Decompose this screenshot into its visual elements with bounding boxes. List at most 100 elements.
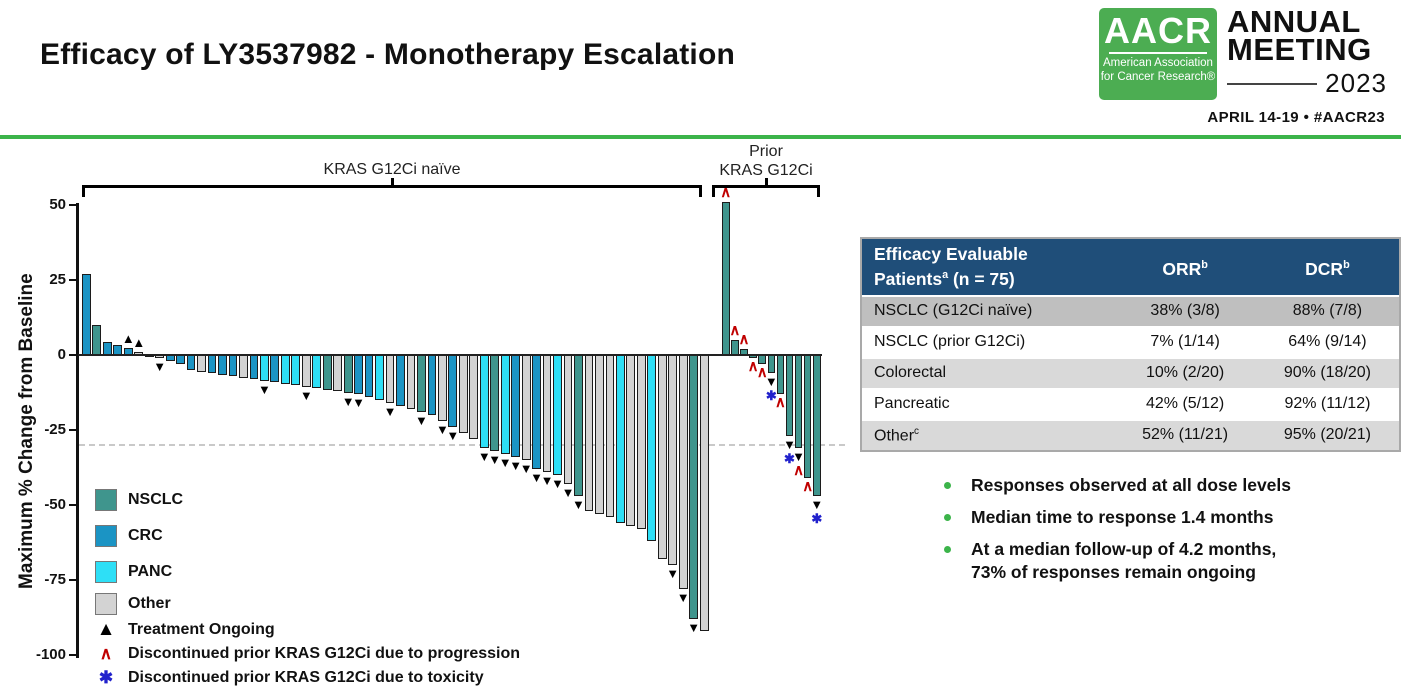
y-tick-label: -100: [35, 646, 66, 663]
y-tick-mark: [69, 579, 77, 581]
table-cell: 90% (18/20): [1255, 356, 1399, 389]
y-tick-label: -50: [44, 496, 66, 513]
waterfall-bar-other: [458, 355, 468, 433]
ongoing-marker: ▼: [519, 461, 533, 476]
aacr-org-line2: for Cancer Research®: [1100, 70, 1216, 83]
bracket-tick: [390, 178, 394, 186]
bullet-text: Median time to response 1.4 months: [971, 507, 1274, 527]
waterfall-bar-other: [626, 355, 636, 526]
bracket-prior-kras: [712, 178, 820, 197]
legend-item-ongoing: ▲ Treatment Ongoing: [95, 618, 275, 642]
waterfall-bar-nsclc: [343, 355, 353, 393]
crc-swatch: [95, 525, 117, 547]
progression-marker-icon: ∧: [99, 644, 113, 663]
table-row: Colorectal 10% (2/20) 90% (18/20): [862, 356, 1399, 389]
ongoing-marker: ▼: [509, 458, 523, 473]
legend-label: PANC: [128, 563, 173, 580]
ongoing-marker: ▼: [530, 470, 544, 485]
header-divider: [0, 135, 1401, 139]
ongoing-marker-icon: ▲: [96, 619, 116, 640]
year-row: 2023: [1227, 68, 1387, 99]
y-tick-label: -75: [44, 571, 66, 588]
waterfall-bar-other: [605, 355, 615, 517]
group-label-kras-naive: KRAS G12Ci naïve: [323, 161, 461, 178]
waterfall-bar-other: [155, 355, 165, 358]
waterfall-bar-panc: [291, 355, 301, 385]
waterfall-bar-crc: [364, 355, 374, 397]
bullet-dot-icon: [944, 514, 951, 521]
table-cell: 52% (11/21): [1114, 418, 1256, 450]
waterfall-bar-nsclc: [749, 355, 757, 358]
ongoing-marker: ▼: [435, 422, 449, 437]
bullet-text: At a median follow-up of 4.2 months, 73% …: [971, 539, 1277, 582]
progression-marker: ∧: [720, 184, 732, 201]
waterfall-bar-nsclc: [574, 355, 583, 496]
table-cell: NSCLC (prior G12Ci): [862, 325, 1115, 358]
table-cell: NSCLC (G12Ci naïve): [862, 294, 1115, 327]
waterfall-bar-panc: [479, 355, 489, 448]
waterfall-bar-crc: [427, 355, 437, 415]
waterfall-chart: Maximum % Change from Baseline 50 25 0 -25-…: [0, 140, 860, 690]
table-header-cell: DCRb: [1255, 239, 1399, 296]
legend-item-progression: ∧ Discontinued prior KRAS G12Ci due to pr…: [95, 642, 520, 666]
waterfall-bar-other: [584, 355, 594, 511]
table-row: Pancreatic 42% (5/12) 92% (11/12): [862, 387, 1399, 420]
y-tick-mark: [69, 354, 77, 356]
waterfall-bar-panc: [375, 355, 384, 400]
waterfall-bar-crc: [270, 355, 280, 382]
waterfall-bar-nsclc: [785, 355, 794, 436]
ongoing-marker: ▼: [666, 566, 680, 581]
waterfall-bar-nsclc: [767, 355, 776, 373]
aacr-org-line1: American Association: [1103, 57, 1213, 69]
waterfall-bar-panc: [259, 355, 269, 381]
table-cell: 38% (3/8): [1114, 294, 1256, 327]
waterfall-bar-other: [668, 355, 678, 565]
waterfall-bar-panc: [280, 355, 290, 384]
annual-meeting-block: ANNUAL MEETING 2023: [1227, 6, 1387, 99]
legend-item-toxicity: ✱ Discontinued prior KRAS G12Ci due to to…: [95, 666, 484, 690]
y-tick-mark: [69, 654, 77, 656]
waterfall-bar-other: [469, 355, 479, 439]
waterfall-bar-panc: [647, 355, 657, 541]
waterfall-bar-nsclc: [490, 355, 500, 451]
toxicity-marker: ✱: [784, 451, 795, 466]
table-row: Otherc 52% (11/21) 95% (20/21): [862, 418, 1399, 450]
ongoing-marker: ▼: [676, 590, 690, 605]
bullet-item: Responses observed at all dose levels: [944, 474, 1396, 497]
table-cell: Colorectal: [862, 356, 1115, 389]
ongoing-marker: ▲: [121, 330, 135, 346]
progression-marker: ∧: [756, 364, 768, 381]
legend-label: Other: [128, 595, 171, 612]
waterfall-bar-nsclc: [776, 355, 785, 394]
table-header-cell: ORRb: [1114, 239, 1256, 296]
table-cell: 95% (20/21): [1255, 418, 1399, 450]
waterfall-bar-other: [197, 355, 206, 372]
legend-label: Treatment Ongoing: [128, 621, 275, 638]
bracket-kras-naive: [82, 178, 702, 197]
waterfall-bar-crc: [448, 355, 458, 427]
ongoing-marker: ▼: [446, 428, 460, 443]
progression-marker: ∧: [793, 462, 805, 479]
aacr-org-name: American Association for Cancer Research…: [1099, 57, 1217, 84]
ongoing-marker: ▼: [764, 374, 778, 389]
progression-marker: ∧: [802, 478, 814, 495]
waterfall-bar-crc: [354, 355, 364, 394]
y-tick-label: -25: [44, 421, 66, 438]
y-tick-mark: [69, 204, 77, 206]
meeting-label: MEETING: [1227, 32, 1372, 67]
group-label-prior-kras: Prior KRAS G12Ci: [700, 142, 832, 180]
waterfall-bar-crc: [249, 355, 259, 379]
ongoing-marker: ▼: [792, 449, 806, 464]
ongoing-marker: ▼: [352, 395, 366, 410]
ongoing-marker: ▼: [572, 497, 585, 512]
waterfall-bar-crc: [396, 355, 405, 406]
waterfall-bar-other: [595, 355, 604, 514]
table-header-row: Efficacy Evaluable Patientsa (n = 75) ORR…: [862, 239, 1399, 296]
waterfall-bar-other: [239, 355, 248, 378]
waterfall-bar-crc: [82, 274, 91, 355]
bullet-dot-icon: [944, 482, 951, 489]
legend-label: NSCLC: [128, 491, 184, 508]
bracket-tick: [764, 178, 768, 186]
y-tick-label: 0: [57, 346, 66, 363]
waterfall-bar-other: [521, 355, 531, 460]
